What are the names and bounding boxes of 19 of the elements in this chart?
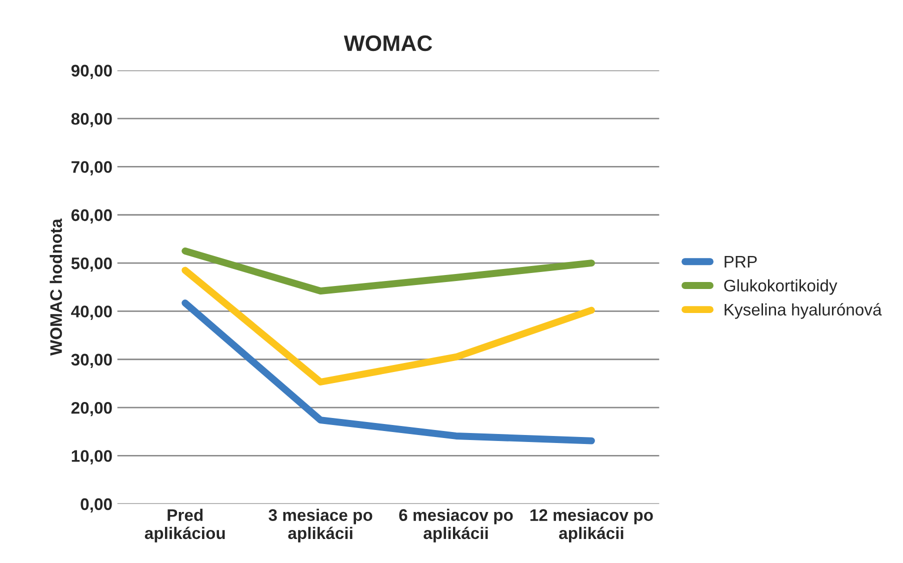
chart-title: WOMAC [344, 35, 432, 52]
y-tick-label: 90,00 [71, 64, 112, 79]
y-tick-label: 50,00 [71, 257, 112, 272]
legend-label: Kyselina hyalurónová [724, 303, 882, 319]
x-tick-label: Pred aplikáciou [144, 508, 225, 542]
y-tick-label: 30,00 [71, 354, 112, 368]
y-tick-label: 20,00 [71, 402, 112, 416]
y-tick-label: 0,00 [80, 498, 112, 513]
legend-label: Glukokortikoidy [724, 279, 838, 295]
x-tick-label: 12 mesiacov po aplikácii [530, 508, 653, 542]
y-tick-label: 60,00 [71, 209, 112, 224]
y-axis-title: WOMAC hodnota [50, 218, 62, 356]
x-tick-label: 3 mesiace po aplikácii [268, 508, 372, 542]
y-tick-label: 70,00 [72, 161, 112, 176]
y-tick-label: 10,00 [72, 450, 112, 464]
y-tick-label: 40,00 [71, 306, 112, 320]
x-tick-label: 6 mesiacov po aplikácii [399, 508, 513, 542]
legend-label: PRP [724, 256, 757, 268]
y-tick-label: 80,00 [71, 112, 112, 128]
